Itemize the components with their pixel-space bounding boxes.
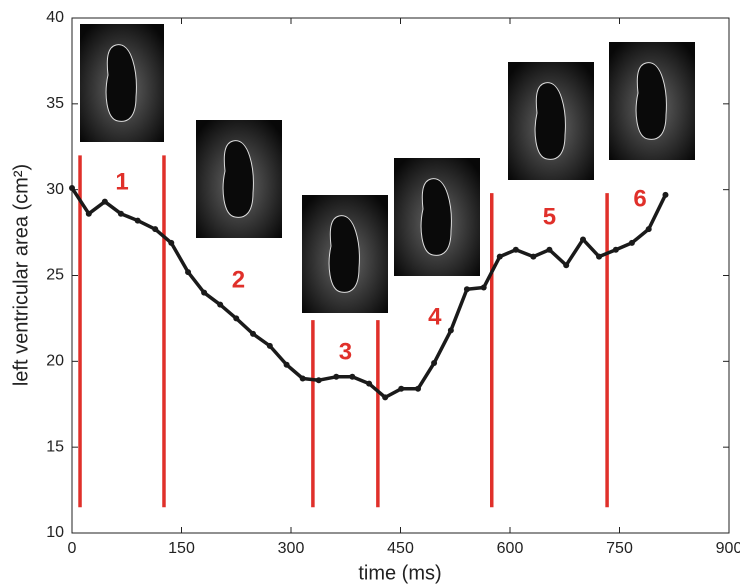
lv-contour <box>420 178 452 256</box>
x-tick-label: 600 <box>497 540 524 557</box>
point <box>299 375 306 382</box>
y-tick-label: 15 <box>46 438 64 455</box>
point <box>580 236 586 243</box>
point <box>463 286 470 293</box>
point <box>85 210 92 217</box>
point <box>530 253 537 260</box>
y-tick-label: 35 <box>46 95 64 112</box>
point <box>233 315 240 322</box>
point <box>134 217 141 224</box>
phase-label: 6 <box>633 185 646 212</box>
x-tick-label: 150 <box>168 540 195 557</box>
point <box>628 239 635 246</box>
point <box>398 385 405 392</box>
phase-label: 1 <box>115 168 128 195</box>
x-tick-label: 900 <box>716 540 740 557</box>
x-axis-label: time (ms) <box>358 562 441 584</box>
phase-label: 4 <box>428 303 442 330</box>
lv-contour <box>635 62 667 140</box>
point <box>201 289 208 296</box>
point <box>382 394 389 401</box>
point <box>117 210 124 217</box>
point <box>447 327 454 334</box>
point <box>101 198 108 205</box>
point <box>612 246 619 253</box>
point <box>415 385 422 392</box>
point <box>496 253 503 260</box>
point <box>185 269 192 276</box>
phase-label: 2 <box>232 266 245 293</box>
point <box>217 301 224 308</box>
lv-contour <box>222 140 254 218</box>
x-tick-label: 0 <box>68 540 77 557</box>
point <box>69 184 75 191</box>
point <box>512 246 519 253</box>
point <box>480 284 487 291</box>
point <box>366 380 373 387</box>
phase-label: 5 <box>543 203 556 230</box>
point <box>645 226 652 233</box>
point <box>315 377 322 384</box>
y-tick-label: 20 <box>46 353 64 370</box>
x-tick-label: 450 <box>387 540 414 557</box>
point <box>333 373 340 380</box>
phase-label: 3 <box>339 338 352 365</box>
point <box>152 226 159 233</box>
echo-images <box>80 24 695 313</box>
lv-contour <box>105 44 137 122</box>
lv-contour <box>534 82 566 160</box>
point <box>349 373 356 380</box>
point <box>546 246 553 253</box>
x-tick-label: 750 <box>606 540 633 557</box>
point <box>283 361 290 368</box>
point <box>250 330 257 337</box>
point <box>431 360 438 367</box>
y-tick-label: 10 <box>46 524 64 541</box>
y-tick-label: 25 <box>46 267 64 284</box>
y-axis-label: left ventricular area (cm²) <box>10 164 32 386</box>
point <box>266 342 273 349</box>
lv-contour <box>328 215 360 293</box>
point <box>596 253 603 260</box>
point <box>168 239 175 246</box>
x-tick-label: 300 <box>278 540 305 557</box>
point <box>662 191 669 198</box>
y-tick-label: 40 <box>46 9 64 26</box>
y-tick-label: 30 <box>46 181 64 198</box>
point <box>563 262 570 269</box>
